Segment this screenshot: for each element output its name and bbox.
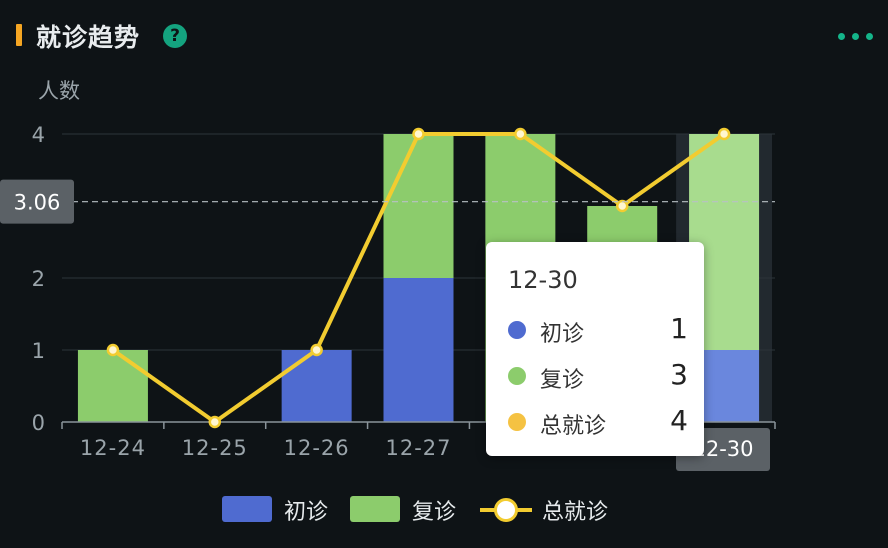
tooltip-series-name: 初诊 <box>540 322 585 347</box>
crosshair-y-badge <box>0 179 74 224</box>
legend-swatch <box>350 496 400 522</box>
x-tick-label: 12-27 <box>385 436 451 460</box>
question-icon[interactable]: ? <box>163 24 187 48</box>
bar-segment <box>383 134 454 278</box>
line-point <box>412 127 425 141</box>
legend: 初诊 复诊 总就诊 <box>0 494 888 526</box>
tooltip-date: 12-30 <box>508 266 578 294</box>
title-accent-bar <box>16 24 22 46</box>
legend-label: 总就诊 <box>542 500 609 525</box>
legend-label: 复诊 <box>412 500 457 525</box>
y-axis-label: 人数 <box>38 79 80 103</box>
tooltip-series-value: 3 <box>670 358 688 391</box>
tooltip-series-value: 1 <box>670 312 688 345</box>
line-point <box>208 415 222 429</box>
legend-item-total-visit[interactable]: 总就诊 <box>480 494 630 526</box>
bar-segment <box>383 278 454 422</box>
legend-item-return-visit[interactable]: 复诊 <box>350 494 470 526</box>
more-dots-icon[interactable] <box>838 32 874 42</box>
tooltip-series-name: 复诊 <box>540 368 585 393</box>
y-tick-label: 2 <box>32 267 45 291</box>
y-tick-label: 1 <box>32 339 45 363</box>
chart-title: 就诊趋势 <box>36 23 141 52</box>
line-point <box>717 127 731 141</box>
line-point <box>514 127 527 141</box>
legend-label: 初诊 <box>284 500 329 525</box>
tooltip-dot <box>508 321 526 339</box>
legend-item-first-visit[interactable]: 初诊 <box>222 494 342 526</box>
tooltip: 12-30 初诊 1 复诊 3 总就诊 4 <box>486 242 704 456</box>
bar-segment <box>77 350 148 422</box>
tooltip-dot <box>508 413 526 431</box>
x-tick-label: 12-26 <box>284 436 350 460</box>
line-point <box>106 343 120 357</box>
tooltip-row-first-visit: 初诊 1 <box>508 312 688 348</box>
x-tick-label: 12-25 <box>182 436 248 460</box>
crosshair-y-label: 3.06 <box>14 191 61 215</box>
tooltip-series-name: 总就诊 <box>540 414 607 439</box>
legend-swatch <box>222 496 272 522</box>
line-point <box>310 343 323 357</box>
x-tick-label: 12-24 <box>80 436 146 460</box>
legend-marker <box>494 498 518 522</box>
line-point <box>615 199 629 213</box>
tooltip-dot <box>508 367 526 385</box>
y-tick-label: 0 <box>32 411 45 435</box>
y-tick-label: 4 <box>32 123 45 147</box>
tooltip-row-return-visit: 复诊 3 <box>508 358 688 394</box>
tooltip-row-total-visit: 总就诊 4 <box>508 404 688 440</box>
bar-segment <box>281 350 352 422</box>
tooltip-series-value: 4 <box>670 404 688 437</box>
